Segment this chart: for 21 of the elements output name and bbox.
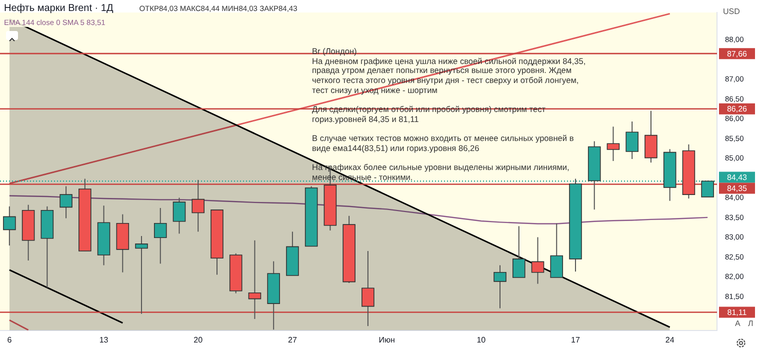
candlestick [644,110,658,164]
x-tick-label: 17 [571,335,580,344]
candlestick [531,236,544,284]
candlestick [172,197,186,234]
x-tick-label: 24 [665,335,675,344]
ref-line-label: 84,35 [726,184,748,193]
x-tick-label: 10 [476,335,486,344]
text: Л [748,319,754,328]
ref-line-label: 87,66 [726,49,748,58]
chart-title: Нефть марки Brent · 1Д [4,3,114,14]
x-tick-label: 20 [194,335,204,344]
ref-line-label: 84,43 [726,172,748,182]
x-tick-label: 13 [99,335,109,344]
ref-line-label: 86,26 [726,104,748,114]
x-tick-label: 6 [7,335,12,344]
annotation: В случае четких тестов можно входить от менее сильных уровней в виде ема144(83,51) или гориз.уровня 86,26 [312,133,575,154]
text: USD [723,7,740,16]
x-tick-label: 27 [288,335,298,344]
x-tick-label: Июн [378,335,395,344]
text: A [735,319,740,328]
ref-line-label: 81,11 [727,308,748,317]
